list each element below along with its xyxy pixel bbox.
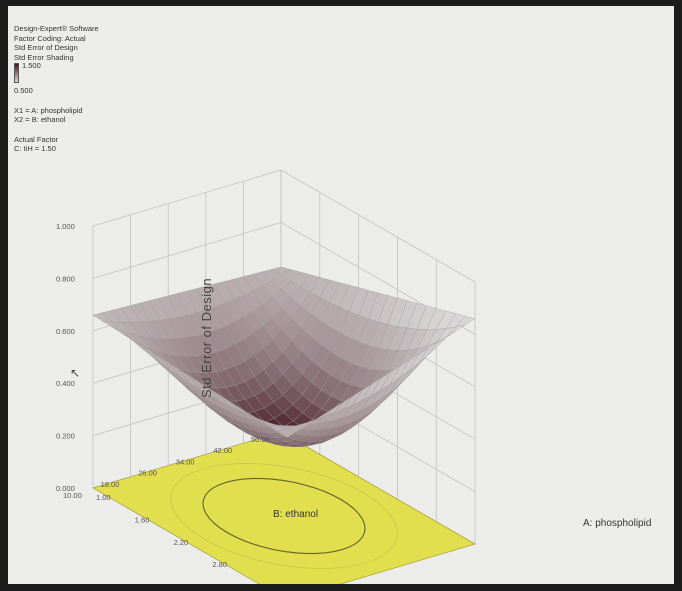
legend-color-bar [14,63,19,83]
floor-contour [170,463,398,569]
wall-gridline [92,169,282,227]
legend-low-value: 0.500 [14,86,33,95]
y-tick-label: 34.00 [176,457,195,466]
y-tick-label: 10.00 [63,491,82,500]
actual-factor-line: C: tiH = 1.50 [14,144,56,153]
mouse-pointer-icon: ↖ [70,366,81,380]
y-tick-label: 18.00 [101,480,120,489]
y-tick-label: 50.00 [251,435,270,444]
info-line: Design-Expert® Software [14,24,99,33]
x-tick-label: 2.80 [212,560,227,569]
floor-contour [202,477,366,555]
factor-line: X2 = B: ethanol [14,115,66,124]
x-tick-label: 1.60 [135,515,150,524]
factor-line: X1 = A: phospholipid [14,105,83,115]
plot-window: Design-Expert® Software Factor Coding: A… [8,6,674,584]
actual-factor-line: Actual Factor [14,134,59,144]
info-line: Std Error of Design [14,43,78,52]
legend-high-value: 1.500 [22,61,41,70]
y-tick-label: 26.00 [138,469,157,478]
shading-legend: 1.500 [14,61,164,85]
floor-plane [91,431,477,584]
info-line: Std Error Shading [14,52,74,62]
y-axis-label: B: ethanol [273,509,318,520]
wall-gridline [280,169,476,283]
x-tick-label: 1.00 [96,493,111,502]
z-tick-label: 0.400 [56,379,75,388]
x-axis-label: A: phospholipid [583,518,651,529]
info-panel: Design-Expert® Software Factor Coding: A… [14,24,164,154]
x-tick-label: 3.40 [251,583,266,584]
x-tick-label: 2.20 [174,538,189,547]
y-tick-label: 42.00 [213,446,232,455]
wall-gridline [92,222,282,279]
z-tick-label: 0.200 [56,432,75,441]
z-tick-label: 1.000 [56,222,75,231]
z-tick-label: 0.800 [56,274,75,283]
z-tick-label: 0.000 [56,484,75,493]
z-axis-label: Std Error of Design [199,278,214,398]
surface-chart: 0.000 0.200 0.400 0.600 0.800 1.000 1.00 1.60 2.… [56,169,651,584]
surface-patch [276,428,297,438]
info-line: Factor Coding: Actual [14,33,86,43]
z-tick-label: 0.600 [56,327,75,336]
